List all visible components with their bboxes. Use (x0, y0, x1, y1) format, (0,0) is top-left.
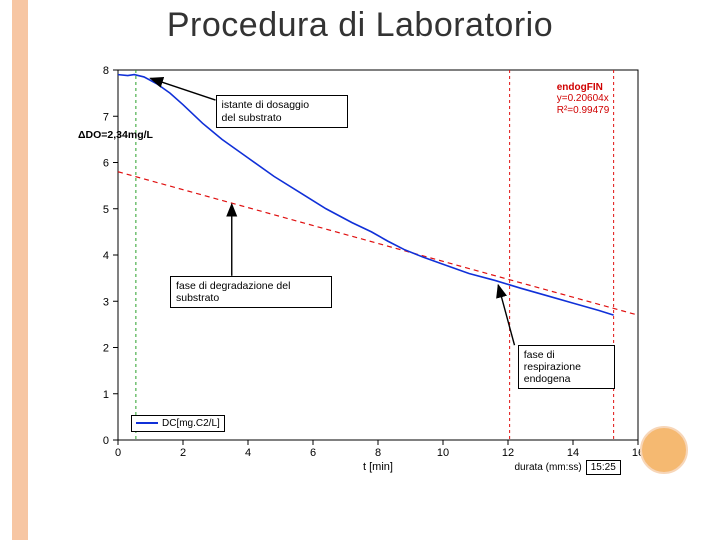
svg-text:0: 0 (115, 447, 121, 459)
annot-degradazione: fase di degradazione delsubstrato (170, 276, 332, 308)
durata-label: durata (mm:ss) (515, 462, 582, 473)
svg-text:2: 2 (103, 343, 109, 355)
annot-endogena: fase direspirazioneendogena (518, 345, 615, 389)
svg-text:3: 3 (103, 296, 109, 308)
svg-text:14: 14 (567, 447, 579, 459)
durata-value: 15:25 (586, 460, 621, 475)
legend: DC[mg.C2/L] (131, 415, 225, 432)
svg-text:8: 8 (103, 65, 109, 77)
svg-text:0: 0 (103, 435, 109, 447)
slide-root: Procedura di Laboratorio 024681012141601… (0, 0, 720, 540)
svg-text:2: 2 (180, 447, 186, 459)
svg-text:4: 4 (103, 250, 109, 262)
svg-text:4: 4 (245, 447, 251, 459)
annot-dosaggio: istante di dosaggiodel substrato (216, 95, 348, 127)
left-accent-stripe (12, 0, 28, 540)
legend-label: DC[mg.C2/L] (162, 418, 220, 429)
svg-text:12: 12 (502, 447, 514, 459)
endog-fit-label: endogFINy=0.20604xR²=0.99479 (557, 82, 610, 117)
do-chart: 0246810121416012345678t [min] istante di… (70, 60, 660, 480)
svg-text:5: 5 (103, 204, 109, 216)
svg-text:t [min]: t [min] (363, 461, 393, 473)
delta-do-label: ΔDO=2,34mg/L (78, 129, 153, 141)
legend-swatch (136, 422, 158, 424)
svg-text:7: 7 (103, 111, 109, 123)
durata: durata (mm:ss) 15:25 (515, 460, 621, 475)
svg-text:8: 8 (375, 447, 381, 459)
svg-text:6: 6 (103, 158, 109, 170)
logo-circle (640, 426, 688, 474)
svg-text:6: 6 (310, 447, 316, 459)
svg-text:1: 1 (103, 389, 109, 401)
svg-text:10: 10 (437, 447, 449, 459)
page-title: Procedura di Laboratorio (0, 6, 720, 45)
